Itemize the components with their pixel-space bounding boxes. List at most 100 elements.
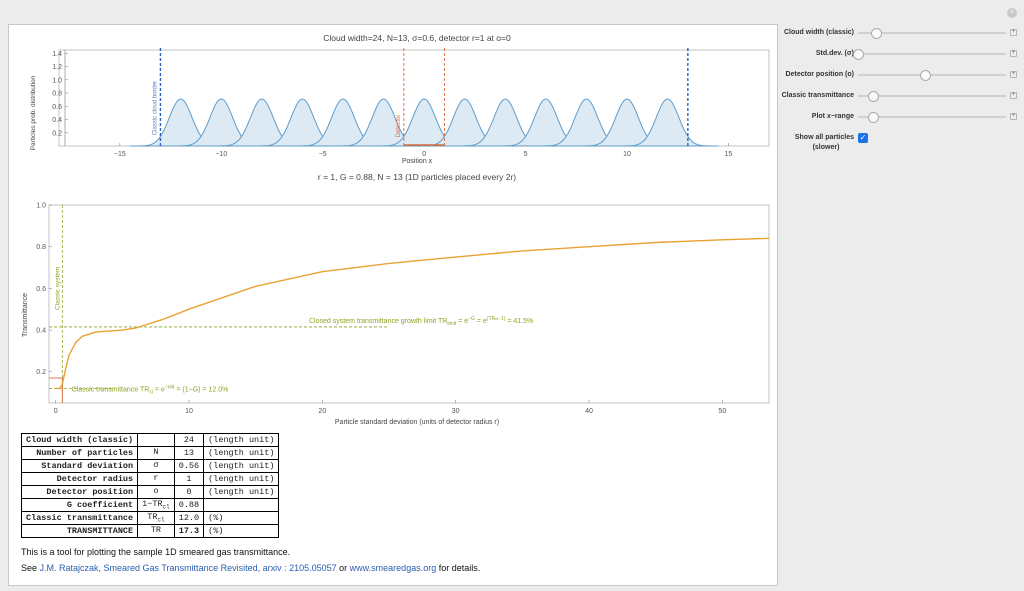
table-cell-unit: (length unit) [203, 446, 280, 460]
closed-limit-exp2: (TR [487, 316, 496, 322]
bottom-plot-axes: 0 10 20 30 40 50 0.2 0.4 0.6 0.8 1.0 [36, 203, 770, 415]
top-plot-markers [159, 48, 689, 146]
plot-xrange-slider-thumb[interactable] [867, 112, 879, 123]
show-all-particles-label: Show all particles (slower) [780, 133, 854, 153]
particle-area [378, 99, 470, 146]
particle-area [135, 99, 227, 146]
classic-tr-sub: cl [149, 389, 153, 395]
detector-position-slider-thumb[interactable] [919, 70, 931, 81]
close-icon[interactable]: × [1007, 8, 1017, 18]
table-row: Cloud width (classic) 24 (length unit) [20, 433, 280, 447]
table-cell-value: 0.88 [173, 498, 205, 512]
classic-system-label: Classic system [54, 267, 61, 310]
top-x-tick-label: 15 [725, 151, 733, 158]
table-cell-symbol: r [137, 472, 175, 486]
bottom-x-tick-label: 0 [54, 408, 58, 415]
top-y-tick-label: 0.2 [52, 130, 62, 137]
reference-tail: for details. [436, 563, 481, 573]
table-cell-value: 0 [173, 485, 205, 499]
symbol-text: N [153, 447, 159, 458]
symbol-sub: cl [162, 503, 170, 511]
table-cell-name: G coefficient [20, 498, 139, 512]
table-cell-name: Number of particles [20, 446, 139, 460]
closed-limit-value: = 41.5% [505, 318, 533, 325]
show-all-particles-checkbox[interactable]: ✓ [858, 133, 868, 143]
table-cell-name: TRANSMITTANCE [20, 524, 139, 538]
std-dev-control: Std.dev. (σ) + [780, 47, 1020, 61]
particle-area [459, 99, 551, 146]
plot-xrange-label: Plot x−range [811, 113, 854, 120]
particle-area [500, 99, 592, 146]
classic-cloud-border-label: Classic cloud border [152, 81, 158, 135]
classic-transmittance-plus-icon[interactable]: + [1010, 92, 1017, 99]
particle-area [540, 99, 632, 146]
table-cell-symbol: σ [137, 459, 175, 473]
cloud-width-label: Cloud width (classic) [783, 29, 854, 36]
table-cell-unit: (length unit) [203, 472, 280, 486]
detector-label: Detector [396, 115, 402, 138]
particle-area [175, 99, 267, 146]
std-dev-label: Std.dev. (σ) [815, 50, 854, 57]
table-cell-symbol: N [137, 446, 175, 460]
reference-or: or [336, 563, 350, 573]
parameters-table: Cloud width (classic) 24 (length unit) Numb… [20, 433, 280, 538]
transmittance-curve [55, 237, 770, 390]
top-y-tick-label: 1.2 [52, 64, 62, 71]
bottom-y-tick-label: 0.6 [36, 286, 46, 293]
cloud-width-plus-icon[interactable]: + [1010, 29, 1017, 36]
particle-area [622, 99, 714, 146]
bottom-y-tick-label: 0.2 [36, 369, 46, 376]
closed-limit-annotation: Closed system transmittance growth limit… [309, 316, 533, 327]
show-all-label-line1: Show all particles [794, 134, 854, 141]
top-y-tick-label: 0.6 [52, 104, 62, 111]
std-dev-slider[interactable] [853, 49, 1006, 60]
classic-transmittance-slider-thumb[interactable] [867, 91, 879, 102]
table-cell-symbol: o [137, 485, 175, 499]
top-x-tick-label: 10 [623, 151, 631, 158]
classic-tr-value: = (1−G) = 12.0% [174, 386, 228, 393]
controls-panel: Cloud width (classic) + Std.dev. (σ) + D… [780, 20, 1020, 220]
show-all-label-line2: (slower) [812, 144, 840, 151]
top-x-tick-label: −5 [319, 151, 327, 158]
cloud-width-slider-thumb[interactable] [870, 28, 882, 39]
output-panel: Cloud width=24, N=13, σ=0.6, detector r=… [8, 24, 778, 586]
closed-limit-eq: = e [456, 318, 468, 325]
table-row: Detector position o 0 (length unit) [20, 485, 280, 499]
cloud-width-slider[interactable] [858, 28, 1006, 39]
paper-link[interactable]: J.M. Ratajczak, Smeared Gas Transmittanc… [39, 563, 337, 573]
particle-area [256, 99, 348, 146]
table-row: G coefficient 1−TRcl 0.88 [20, 498, 280, 512]
table-cell-unit: (length unit) [203, 485, 280, 499]
bottom-x-tick-label: 50 [718, 408, 726, 415]
particle-distribution-plot: Cloud width=24, N=13, σ=0.6, detector r=… [30, 33, 770, 165]
plot-xrange-plus-icon[interactable]: + [1010, 113, 1017, 120]
top-y-tick-label: 1.0 [52, 77, 62, 84]
cloud-width-control: Cloud width (classic) + [780, 26, 1020, 40]
top-y-tick-label: 0.8 [52, 91, 62, 98]
table-cell-value: 13 [173, 446, 205, 460]
table-cell-unit [203, 498, 280, 512]
top-plot-ylabel: Particles prob. distribution [30, 75, 37, 150]
particle-area [216, 99, 308, 146]
description-text: This is a tool for plotting the sample 1… [21, 547, 291, 557]
plot-xrange-control: Plot x−range + [780, 110, 1020, 124]
detector-position-plus-icon[interactable]: + [1010, 71, 1017, 78]
site-link[interactable]: www.smearedgas.org [349, 563, 437, 573]
bottom-x-tick-label: 20 [318, 408, 326, 415]
table-cell-name: Cloud width (classic) [20, 433, 139, 447]
detector-position-slider[interactable] [858, 70, 1006, 81]
std-dev-slider-thumb[interactable] [853, 49, 864, 60]
std-dev-plus-icon[interactable]: + [1010, 50, 1017, 57]
plot-xrange-slider[interactable] [858, 112, 1006, 123]
table-row: TRANSMITTANCE TR 17.3 (%) [20, 524, 280, 538]
top-x-tick-label: −15 [114, 151, 126, 158]
bottom-x-tick-label: 30 [452, 408, 460, 415]
classic-transmittance-slider[interactable] [858, 91, 1006, 102]
bottom-y-tick-label: 0.8 [36, 244, 46, 251]
bottom-plot-lines [49, 205, 770, 403]
detector-position-control: Detector position (o) + [780, 68, 1020, 82]
particle-area [338, 99, 430, 146]
table-cell-value: 0.56 [173, 459, 205, 473]
closed-limit-exp2-tail: −1) [498, 316, 506, 322]
symbol-text: TR [147, 512, 158, 523]
